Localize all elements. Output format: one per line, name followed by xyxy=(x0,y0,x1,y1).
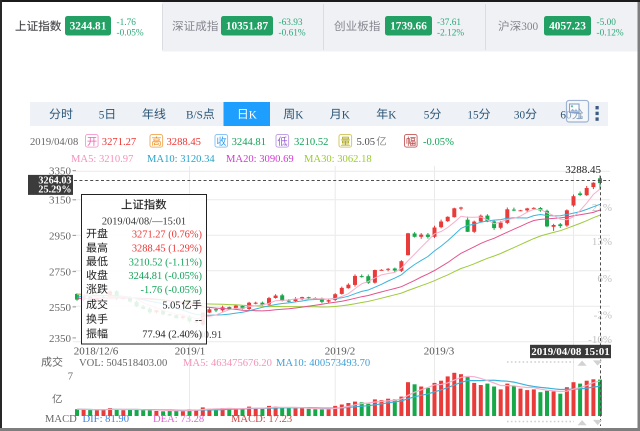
svg-text:3244.81: 3244.81 xyxy=(232,137,266,148)
svg-text:3244.81: 3244.81 xyxy=(70,21,107,33)
svg-text:K: K xyxy=(342,109,350,121)
svg-text:-37.61: -37.61 xyxy=(437,18,461,28)
svg-text:MACD: 17.23: MACD: 17.23 xyxy=(231,414,292,425)
svg-text:13%: 13% xyxy=(592,236,612,248)
svg-text:25.29%: 25.29% xyxy=(38,185,71,196)
svg-text:MA30: 3062.18: MA30: 3062.18 xyxy=(304,154,372,165)
svg-text:2019/04/08/—15:01: 2019/04/08/—15:01 xyxy=(102,217,186,228)
svg-text:2750: 2750 xyxy=(49,267,72,279)
svg-text:3271.27: 3271.27 xyxy=(102,137,136,148)
svg-text:3350: 3350 xyxy=(49,166,72,178)
svg-text:2350: 2350 xyxy=(49,333,72,345)
svg-text:3150: 3150 xyxy=(49,195,72,207)
svg-text:MACD: MACD xyxy=(45,414,77,425)
svg-text:1739.66: 1739.66 xyxy=(390,21,427,33)
svg-text:MA20: 3090.69: MA20: 3090.69 xyxy=(226,154,294,165)
svg-text:3264.03: 3264.03 xyxy=(38,176,71,187)
svg-text:-63.93: -63.93 xyxy=(279,18,303,28)
svg-text:B/S: B/S xyxy=(186,109,203,121)
svg-text:2019/1: 2019/1 xyxy=(175,346,206,358)
svg-text:VOL: 504518403.00: VOL: 504518403.00 xyxy=(79,358,167,369)
svg-text:2550: 2550 xyxy=(49,302,72,314)
svg-text:DEA: 73.28: DEA: 73.28 xyxy=(153,414,204,425)
svg-text:K: K xyxy=(388,109,396,121)
svg-text:4057.23: 4057.23 xyxy=(549,21,586,33)
svg-text:K: K xyxy=(249,109,257,121)
svg-text:-0.12%: -0.12% xyxy=(597,28,624,38)
svg-text:5.05: 5.05 xyxy=(162,300,180,311)
svg-text:7: 7 xyxy=(68,371,73,382)
svg-text:2018/12/6: 2018/12/6 xyxy=(74,346,119,358)
svg-text:3288.45: 3288.45 xyxy=(565,164,601,176)
svg-text:300: 300 xyxy=(521,21,538,33)
svg-text:-1.76 (-0.05%): -1.76 (-0.05%) xyxy=(141,285,202,296)
svg-text:-0.05%: -0.05% xyxy=(423,137,454,148)
svg-text:--: -- xyxy=(195,315,202,326)
svg-text:MA10: 3120.34: MA10: 3120.34 xyxy=(147,154,215,165)
svg-text:3271.27 (0.76%): 3271.27 (0.76%) xyxy=(132,229,202,240)
svg-text:15: 15 xyxy=(467,109,479,121)
svg-text:2019/04/08 15:01: 2019/04/08 15:01 xyxy=(531,346,610,358)
svg-text:2019/04/08: 2019/04/08 xyxy=(30,137,78,148)
svg-text:-0.61%: -0.61% xyxy=(279,28,306,38)
svg-text:2019/2: 2019/2 xyxy=(325,346,356,358)
svg-text:30: 30 xyxy=(514,109,526,121)
svg-text:-0.05%: -0.05% xyxy=(117,28,144,38)
svg-text:DIF: 81.90: DIF: 81.90 xyxy=(83,414,130,425)
svg-text:3210.52 (-1.11%): 3210.52 (-1.11%) xyxy=(129,257,202,268)
svg-text:K: K xyxy=(295,109,303,121)
svg-text:-1.76: -1.76 xyxy=(117,18,137,28)
svg-text:3244.81 (-0.05%): 3244.81 (-0.05%) xyxy=(128,271,202,282)
svg-text:2019/3: 2019/3 xyxy=(424,346,455,358)
svg-text:MA5: 463475676.20: MA5: 463475676.20 xyxy=(183,358,272,369)
svg-text:3288.45 (1.29%): 3288.45 (1.29%) xyxy=(132,244,202,255)
svg-text:10351.87: 10351.87 xyxy=(226,21,269,33)
svg-text:-5.00: -5.00 xyxy=(597,18,617,28)
svg-text:MA10: 400573493.70: MA10: 400573493.70 xyxy=(276,358,370,369)
svg-text:3288.45: 3288.45 xyxy=(167,137,201,148)
svg-text:5: 5 xyxy=(424,109,430,121)
svg-text:2950: 2950 xyxy=(49,230,72,242)
svg-text:5: 5 xyxy=(99,109,105,121)
svg-text:3210.52: 3210.52 xyxy=(294,137,328,148)
svg-text:5.05: 5.05 xyxy=(357,137,376,148)
svg-text:-2%: -2% xyxy=(594,309,612,321)
svg-text:-2.12%: -2.12% xyxy=(437,28,464,38)
svg-text:77.94 (2.40%): 77.94 (2.40%) xyxy=(142,330,202,341)
svg-text:MA5: 3210.97: MA5: 3210.97 xyxy=(71,154,133,165)
svg-text:6%: 6% xyxy=(597,273,612,285)
